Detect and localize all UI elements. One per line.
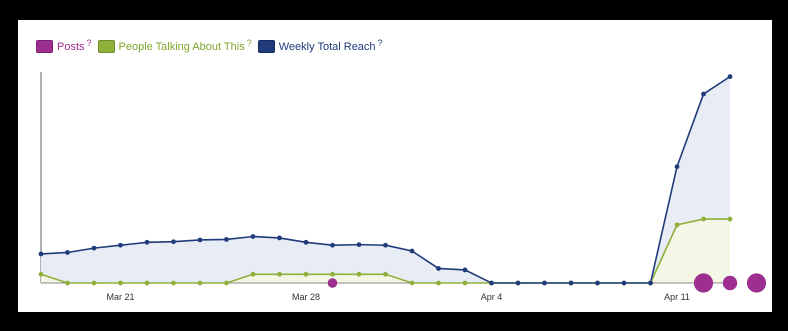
reach-point [330, 242, 335, 248]
chart-legend: Posts ? People Talking About This ? Week… [36, 37, 383, 53]
x-tick-label: Mar 21 [106, 292, 134, 302]
talking-point [303, 271, 309, 277]
line-chart: Mar 21 Mar 28 Apr 4 Apr 11 [38, 72, 767, 302]
reach-point [621, 280, 627, 286]
reach-point [409, 248, 415, 254]
reach-point [144, 239, 150, 245]
reach-point [197, 237, 203, 243]
reach-point [462, 267, 468, 273]
reach-point [356, 242, 362, 248]
reach-point [383, 242, 388, 248]
chart-frame: Posts ? People Talking About This ? Week… [18, 20, 772, 312]
talking-point [65, 280, 70, 286]
posts-help-icon[interactable]: ? [86, 37, 92, 48]
reach-point [118, 242, 123, 248]
posts-swatch [36, 40, 53, 53]
reach-point [674, 164, 680, 170]
reach-point [436, 266, 441, 271]
legend-posts-label: Posts [57, 40, 85, 53]
talking-point [277, 271, 282, 277]
reach-point [277, 235, 282, 241]
post-bubble [327, 278, 338, 288]
reach-point [303, 239, 309, 245]
x-tick-label: Apr 4 [481, 292, 503, 302]
reach-point [38, 251, 44, 257]
talking-point [224, 280, 229, 286]
reach-point [595, 280, 600, 286]
legend-posts[interactable]: Posts ? [36, 37, 92, 53]
talking-help-icon[interactable]: ? [246, 37, 252, 48]
legend-reach-label: Weekly Total Reach [278, 40, 376, 53]
talking-area [41, 219, 730, 283]
talking-point [409, 280, 415, 286]
talking-point [38, 271, 44, 277]
talking-point [436, 280, 441, 286]
post-bubble [722, 275, 738, 291]
post-bubble [746, 273, 767, 293]
post-bubble [693, 273, 714, 293]
reach-point [648, 280, 653, 286]
legend-talking[interactable]: People Talking About This ? [97, 37, 252, 53]
talking-point [171, 280, 176, 286]
reach-point [701, 91, 706, 97]
x-tick-label: Apr 11 [664, 292, 690, 302]
reach-swatch [257, 40, 275, 53]
talking-point [674, 222, 680, 228]
reach-point [171, 239, 176, 245]
talking-swatch [97, 40, 115, 53]
talking-point [727, 216, 733, 222]
talking-point [197, 280, 203, 286]
reach-help-icon[interactable]: ? [377, 37, 383, 48]
legend-reach[interactable]: Weekly Total Reach ? [257, 37, 383, 53]
reach-point [542, 280, 547, 286]
reach-point [489, 280, 494, 286]
talking-point [383, 271, 388, 277]
reach-point [65, 250, 70, 255]
reach-point [515, 280, 521, 286]
reach-point [250, 234, 256, 239]
x-tick-label: Mar 28 [292, 292, 320, 302]
reach-point [224, 237, 229, 242]
talking-point [701, 216, 706, 222]
reach-area [41, 76, 730, 283]
talking-point [462, 280, 468, 286]
reach-point [91, 245, 97, 251]
talking-point [330, 271, 335, 277]
legend-talking-label: People Talking About This [118, 40, 245, 53]
reach-point [727, 74, 733, 80]
reach-point [568, 280, 574, 286]
talking-point [250, 271, 256, 277]
talking-point [118, 280, 123, 286]
talking-point [144, 280, 150, 286]
talking-point [356, 271, 362, 277]
talking-point [91, 280, 97, 286]
